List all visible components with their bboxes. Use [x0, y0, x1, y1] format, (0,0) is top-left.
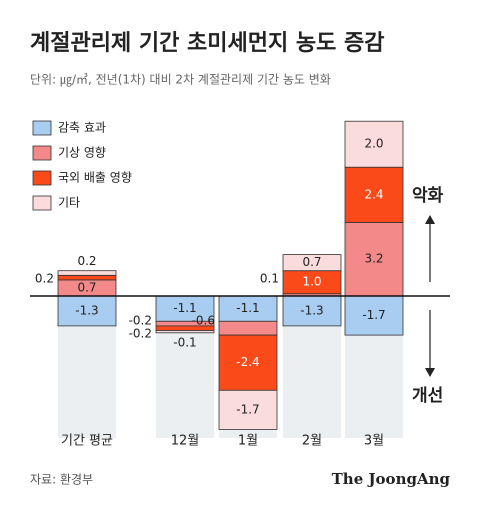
annotation-up: 악화 [412, 186, 444, 206]
legend-label: 기상 영향 [58, 146, 106, 160]
value-label: 0.2 [35, 272, 54, 286]
value-label: 3.2 [364, 252, 383, 266]
x-tick-label: 12월 [171, 434, 200, 449]
value-label: -1.7 [236, 402, 259, 416]
x-tick-label: 기간 평균 [61, 434, 113, 449]
value-label: -0.1 [173, 335, 196, 349]
x-tick-label: 1월 [238, 434, 258, 449]
value-label: -0.2 [129, 314, 152, 328]
value-label: -0.6 [192, 314, 215, 328]
bar-segment [344, 221, 404, 297]
bar-segment [57, 270, 117, 276]
bar-segment [344, 166, 404, 223]
annotation-down: 개선 [412, 386, 443, 406]
brand: The JoongAng [332, 470, 451, 488]
legend-swatch [32, 120, 52, 136]
arrow-up-head [425, 215, 435, 224]
x-tick-label: 3월 [364, 434, 384, 449]
value-label: -1.7 [362, 308, 385, 322]
value-label: 0.2 [77, 254, 96, 268]
legend-label: 감축 효과 [58, 121, 106, 135]
value-label: 0.1 [260, 272, 279, 286]
bar-segment [57, 295, 117, 327]
value-label: 0.7 [302, 255, 321, 269]
bar-segment [155, 330, 215, 334]
chart-subtitle: 단위: ㎍/㎥, 전년(1차) 대비 2차 계절관리제 기간 농도 변화 [30, 73, 331, 87]
value-label: -1.3 [300, 303, 323, 317]
value-label: 1.0 [302, 275, 321, 289]
legend-swatch [32, 195, 52, 211]
value-label: 2.4 [364, 187, 383, 201]
legend-label: 국외 배출 영향 [58, 171, 132, 185]
source: 자료: 환경부 [30, 473, 93, 487]
legend-swatch [32, 170, 52, 186]
bar-segment [218, 389, 278, 430]
value-label: 2.0 [364, 137, 383, 151]
bar-segment [344, 295, 404, 336]
bar-segment [282, 295, 342, 327]
legend-label: 기타 [58, 196, 80, 210]
value-label: -0.2 [129, 327, 152, 341]
arrow-down-head [425, 368, 435, 377]
legend-swatch [32, 145, 52, 161]
bar-segment [282, 254, 342, 272]
value-label: 0.7 [77, 280, 96, 294]
value-label: -1.3 [75, 303, 98, 317]
value-label: -1.1 [173, 301, 196, 315]
bar-segment [218, 334, 278, 391]
bar-segment [344, 120, 404, 168]
bar-segment [218, 320, 278, 336]
bar-segment [57, 274, 117, 281]
value-label: -1.1 [236, 301, 259, 315]
x-tick-label: 2월 [302, 434, 322, 449]
bar-segment [218, 295, 278, 322]
value-label: -2.4 [236, 355, 259, 369]
chart-title: 계절관리제 기간 초미세먼지 농도 증감 [30, 31, 384, 56]
